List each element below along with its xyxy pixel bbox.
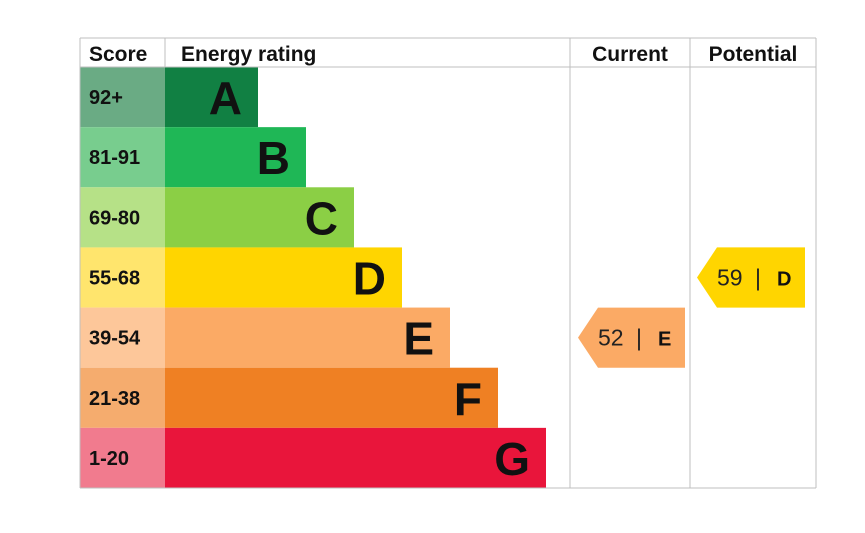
score-label: 81-91 bbox=[89, 147, 140, 169]
current-separator: | bbox=[636, 325, 642, 351]
rating-bar bbox=[165, 187, 354, 248]
potential-value: 59 bbox=[717, 265, 743, 291]
score-label: 55-68 bbox=[89, 268, 140, 290]
rating-letter: A bbox=[209, 72, 242, 124]
score-label: 92+ bbox=[89, 87, 123, 109]
header-energy-rating: Energy rating bbox=[181, 43, 316, 66]
potential-arrow bbox=[697, 247, 805, 308]
score-label: 39-54 bbox=[89, 328, 141, 350]
score-label: 69-80 bbox=[89, 207, 140, 229]
rating-letter: C bbox=[305, 192, 338, 244]
current-letter: E bbox=[658, 329, 671, 351]
score-cell-bg bbox=[80, 187, 165, 248]
rating-letter: E bbox=[403, 313, 434, 365]
rating-letter: D bbox=[353, 253, 386, 305]
header-score: Score bbox=[89, 43, 147, 66]
header-potential: Potential bbox=[709, 43, 798, 66]
score-cell-bg bbox=[80, 427, 165, 488]
current-arrow bbox=[578, 307, 685, 368]
header-current: Current bbox=[592, 43, 668, 66]
rating-bar bbox=[165, 307, 450, 368]
score-label: 21-38 bbox=[89, 388, 140, 410]
current-value: 52 bbox=[598, 325, 624, 351]
score-cell-bg bbox=[80, 307, 165, 368]
potential-letter: D bbox=[777, 269, 791, 291]
rating-bar bbox=[165, 367, 498, 428]
score-cell-bg bbox=[80, 367, 165, 428]
score-label: 1-20 bbox=[89, 448, 129, 470]
rating-bar bbox=[165, 247, 402, 308]
rating-bar bbox=[165, 127, 306, 188]
potential-separator: | bbox=[755, 265, 761, 291]
score-cell-bg bbox=[80, 127, 165, 188]
rating-bar bbox=[165, 67, 258, 128]
rating-letter: G bbox=[494, 433, 530, 485]
rating-bar bbox=[165, 427, 546, 488]
rating-letter: F bbox=[454, 373, 482, 425]
score-cell-bg bbox=[80, 247, 165, 308]
rating-letter: B bbox=[257, 132, 290, 184]
score-cell-bg bbox=[80, 67, 165, 128]
